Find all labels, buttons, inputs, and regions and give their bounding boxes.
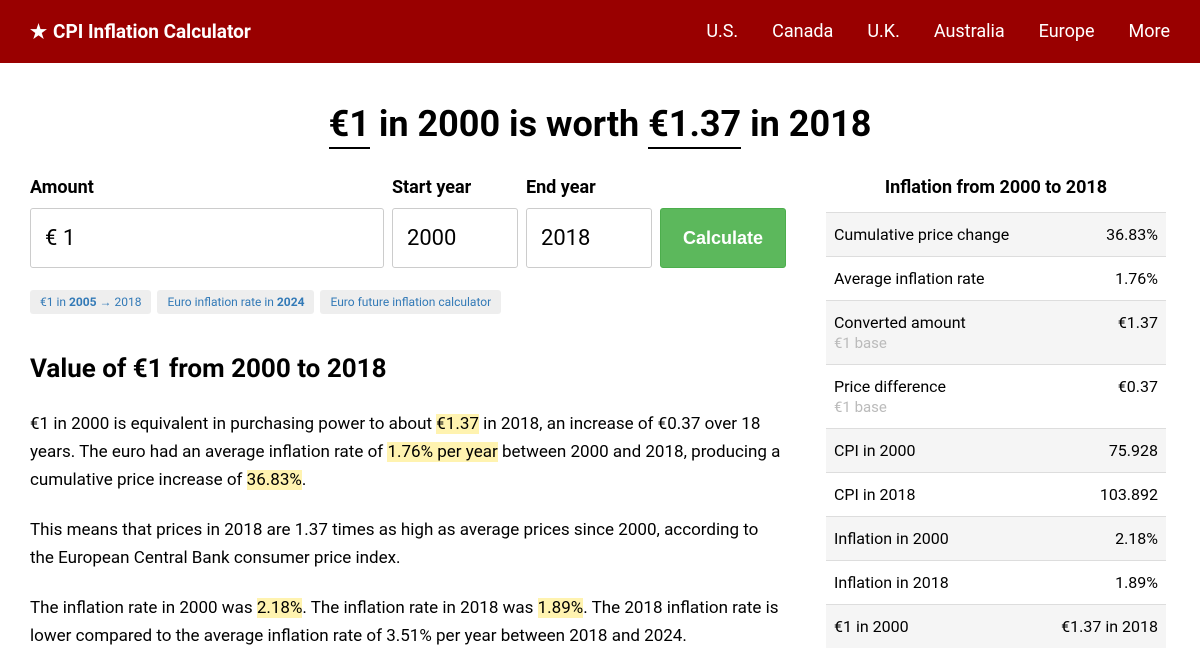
- stat-row: Inflation in 2018 1.89%: [826, 560, 1166, 604]
- tag-2005[interactable]: €1 in 2005 → 2018: [30, 290, 151, 314]
- content: Amount Start year End year Calculate €1 …: [30, 177, 1170, 672]
- stat-value: €1.37: [1118, 313, 1158, 352]
- stat-label: Price difference€1 base: [834, 377, 946, 416]
- stat-label: Converted amount€1 base: [834, 313, 966, 352]
- star-icon: ★: [30, 20, 47, 43]
- title-amount-to: €1.37: [648, 103, 741, 149]
- stat-value: €1.37 in 2018: [1061, 617, 1158, 636]
- stat-value: 103.892: [1100, 485, 1158, 504]
- stat-row: CPI in 2018 103.892: [826, 472, 1166, 516]
- stat-value: 2.18%: [1115, 529, 1158, 548]
- stat-label: Cumulative price change: [834, 225, 1009, 244]
- highlight-rate-2000: 2.18%: [257, 598, 303, 618]
- logo-text: CPI Inflation Calculator: [53, 20, 251, 43]
- amount-group: Amount: [30, 177, 384, 268]
- logo[interactable]: ★ CPI Inflation Calculator: [30, 20, 251, 43]
- stat-label: CPI in 2000: [834, 441, 916, 460]
- stat-label: Average inflation rate: [834, 269, 985, 288]
- nav-australia[interactable]: Australia: [934, 21, 1005, 42]
- stat-row: Inflation in 2000 2.18%: [826, 516, 1166, 560]
- nav: U.S. Canada U.K. Australia Europe More: [706, 21, 1170, 42]
- stat-value: 1.89%: [1115, 573, 1158, 592]
- stat-label: €1 in 2000: [834, 617, 909, 636]
- stat-row: €1 in 2000 €1.37 in 2018: [826, 604, 1166, 648]
- stat-value: 75.928: [1109, 441, 1158, 460]
- start-year-input[interactable]: [392, 208, 518, 268]
- stat-table: Cumulative price change 36.83% Average inf…: [826, 212, 1166, 648]
- start-year-group: Start year: [392, 177, 518, 268]
- stat-value: €0.37: [1118, 377, 1158, 416]
- start-year-label: Start year: [392, 177, 518, 198]
- stat-row: Cumulative price change 36.83%: [826, 212, 1166, 256]
- nav-more[interactable]: More: [1129, 21, 1170, 42]
- stat-label: Inflation in 2000: [834, 529, 949, 548]
- title-amount-from: €1: [329, 103, 370, 149]
- stat-label: CPI in 2018: [834, 485, 916, 504]
- end-year-label: End year: [526, 177, 652, 198]
- sidebar: Inflation from 2000 to 2018 Cumulative p…: [826, 177, 1166, 672]
- paragraph-3: The inflation rate in 2000 was 2.18%. Th…: [30, 594, 786, 650]
- highlight-avg-rate: 1.76% per year: [387, 442, 497, 462]
- nav-us[interactable]: U.S.: [706, 21, 738, 42]
- related-tags: €1 in 2005 → 2018 Euro inflation rate in…: [30, 290, 786, 314]
- header: ★ CPI Inflation Calculator U.S. Canada U…: [0, 0, 1200, 63]
- tag-future-calc[interactable]: Euro future inflation calculator: [320, 290, 501, 314]
- section-title: Value of €1 from 2000 to 2018: [30, 354, 786, 384]
- highlight-rate-2018: 1.89%: [538, 598, 584, 618]
- paragraph-1: €1 in 2000 is equivalent in purchasing p…: [30, 410, 786, 494]
- stat-row: Converted amount€1 base €1.37: [826, 300, 1166, 364]
- tag-2024-rate[interactable]: Euro inflation rate in 2024: [157, 290, 314, 314]
- end-year-input[interactable]: [526, 208, 652, 268]
- calculate-button[interactable]: Calculate: [660, 208, 786, 268]
- stat-label: Inflation in 2018: [834, 573, 949, 592]
- stat-row: Average inflation rate 1.76%: [826, 256, 1166, 300]
- end-year-group: End year: [526, 177, 652, 268]
- stat-row: CPI in 2000 75.928: [826, 428, 1166, 472]
- stat-value: 1.76%: [1115, 269, 1158, 288]
- paragraph-2: This means that prices in 2018 are 1.37 …: [30, 516, 786, 572]
- amount-input[interactable]: [30, 208, 384, 268]
- highlight-converted: €1.37: [436, 414, 479, 434]
- nav-canada[interactable]: Canada: [772, 21, 833, 42]
- stat-row: Price difference€1 base €0.37: [826, 364, 1166, 428]
- left-column: Amount Start year End year Calculate €1 …: [30, 177, 786, 672]
- nav-uk[interactable]: U.K.: [867, 21, 899, 42]
- stat-sub: €1 base: [834, 398, 946, 416]
- page-title: €1 in 2000 is worth €1.37 in 2018: [30, 103, 1170, 145]
- amount-label: Amount: [30, 177, 384, 198]
- calculator-form: Amount Start year End year Calculate: [30, 177, 786, 268]
- main: €1 in 2000 is worth €1.37 in 2018 Amount…: [0, 63, 1200, 672]
- nav-europe[interactable]: Europe: [1039, 21, 1095, 42]
- stat-value: 36.83%: [1106, 225, 1158, 244]
- stat-sub: €1 base: [834, 334, 966, 352]
- highlight-cumulative: 36.83%: [247, 470, 302, 490]
- sidebar-title: Inflation from 2000 to 2018: [826, 177, 1166, 198]
